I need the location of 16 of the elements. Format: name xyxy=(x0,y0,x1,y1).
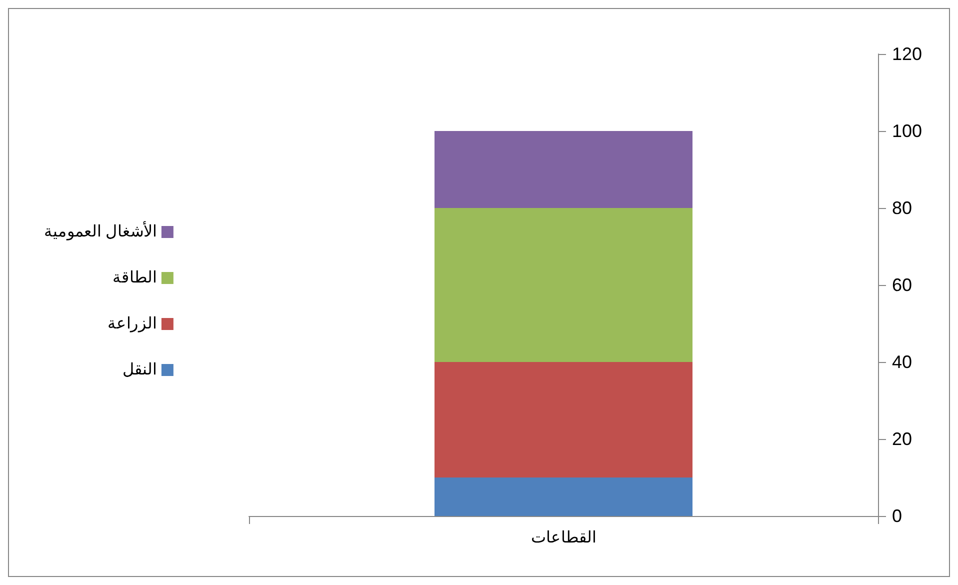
legend-label: النقل xyxy=(122,362,156,378)
legend-label: الأشغال العمومية xyxy=(44,222,156,240)
legend-label: الزراعة xyxy=(107,316,156,332)
bar xyxy=(434,362,692,478)
y-tick-label: 60 xyxy=(892,275,912,295)
legend-label: الطاقة xyxy=(112,270,156,286)
bar xyxy=(434,208,692,362)
y-tick-label: 80 xyxy=(892,198,912,218)
bar xyxy=(434,478,692,516)
x-tick-label: القطاعات xyxy=(531,530,596,546)
y-tick-label: 120 xyxy=(892,44,922,64)
y-tick-label: 100 xyxy=(892,121,922,141)
y-tick-label: 20 xyxy=(892,429,912,449)
y-tick-label: 0 xyxy=(892,506,902,526)
y-tick-label: 40 xyxy=(892,352,912,372)
bar xyxy=(434,131,692,208)
